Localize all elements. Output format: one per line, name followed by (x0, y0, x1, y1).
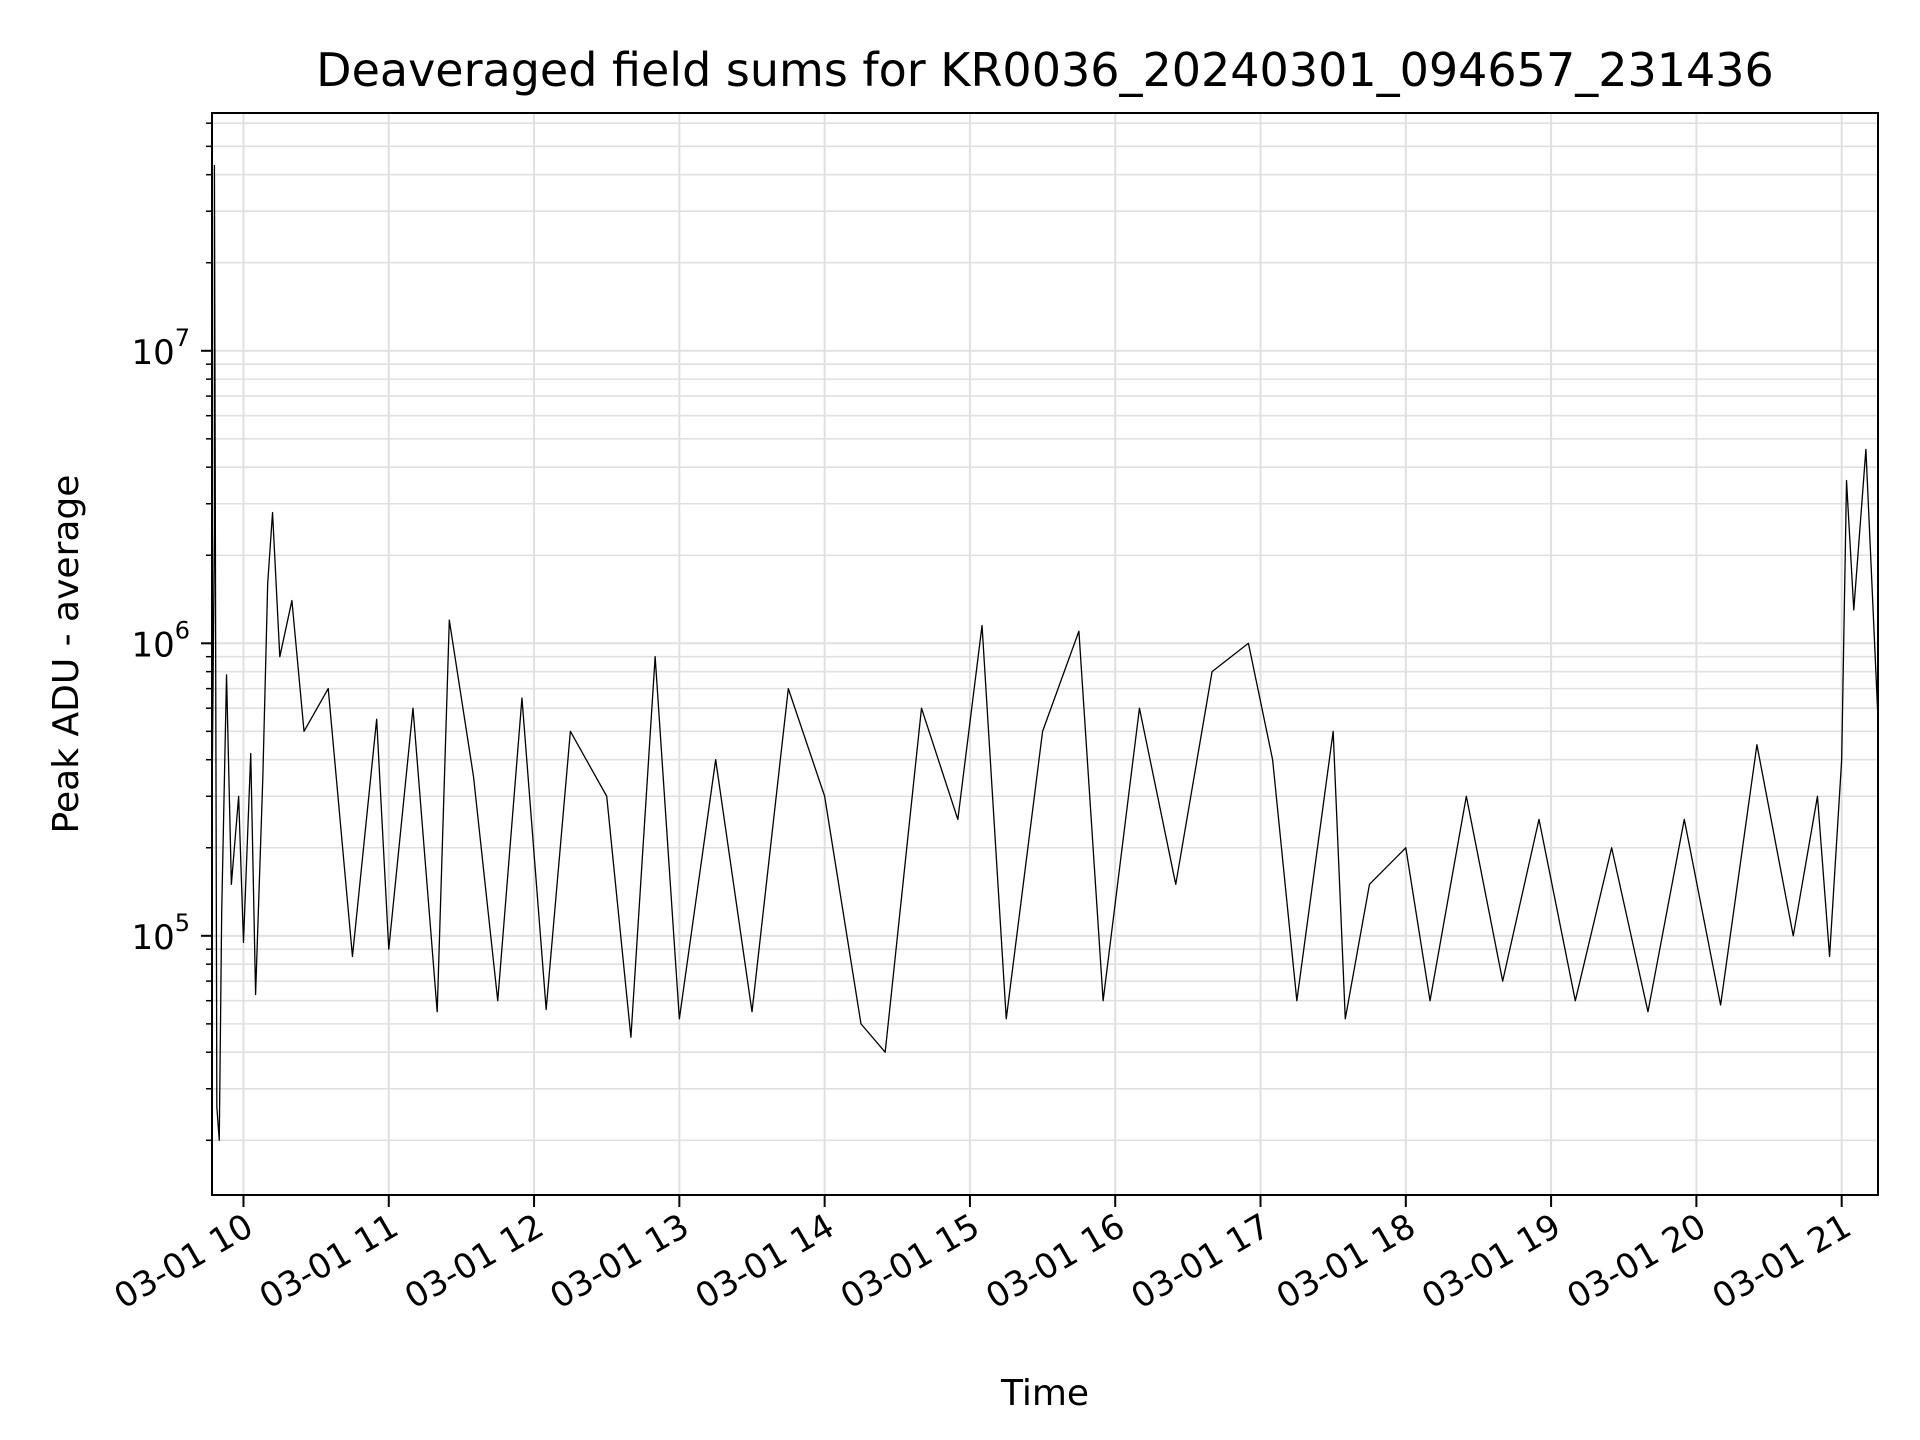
plot-area (211, 164, 1879, 1141)
x-tick-label: 03-01 21 (1706, 1206, 1858, 1317)
x-tick-label: 03-01 16 (979, 1206, 1131, 1317)
x-tick-label: 03-01 11 (253, 1206, 405, 1317)
y-tick-exponent: 5 (175, 909, 190, 937)
y-tick-base: 10 (131, 625, 174, 665)
y-tick-base: 10 (131, 333, 174, 373)
x-tick-label: 03-01 20 (1560, 1206, 1712, 1317)
x-tick-label: 03-01 14 (689, 1206, 841, 1317)
x-tick-label: 03-01 13 (543, 1206, 695, 1317)
y-tick-label: 105 (131, 909, 190, 958)
x-tick-label: 03-01 18 (1270, 1206, 1422, 1317)
series-line (211, 164, 1879, 1141)
y-tick-exponent: 6 (175, 616, 190, 644)
x-tick-label: 03-01 10 (108, 1206, 260, 1317)
x-tick-label: 03-01 15 (834, 1206, 986, 1317)
y-tick-label: 107 (131, 324, 190, 373)
chart-title: Deaveraged field sums for KR0036_2024030… (316, 43, 1774, 97)
y-axis-label: Peak ADU - average (46, 475, 87, 834)
x-tick-label: 03-01 19 (1415, 1206, 1567, 1317)
x-axis-label: Time (1000, 1373, 1089, 1414)
y-tick-exponent: 7 (175, 324, 190, 352)
y-tick-label: 106 (131, 616, 190, 665)
x-tick-label: 03-01 12 (398, 1206, 550, 1317)
x-tick-label: 03-01 17 (1125, 1206, 1277, 1317)
axes-frame (211, 112, 1879, 1196)
grid-lines (212, 113, 1878, 1195)
y-tick-base: 10 (131, 918, 174, 958)
